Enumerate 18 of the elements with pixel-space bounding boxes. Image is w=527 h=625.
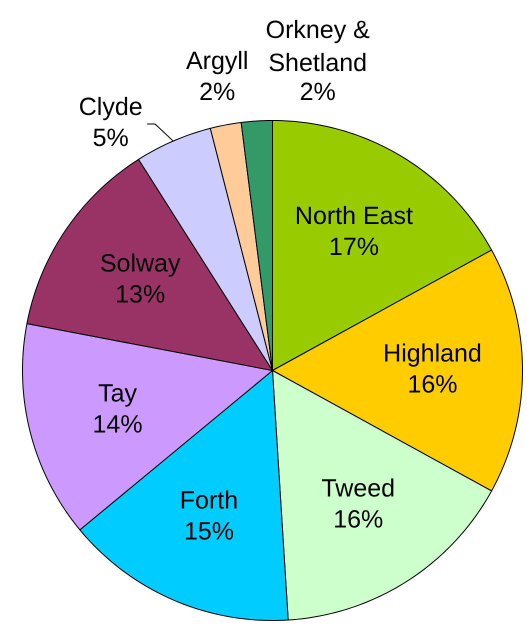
slice-label: Orkney & Shetland [266,16,370,78]
data-label: 16% [407,370,458,398]
data-label: 5% [92,124,129,152]
data-label: 2% [199,78,236,106]
slice-label: Tweed [321,474,396,503]
data-label: 16% [333,506,384,534]
slice-label: Clyde [78,92,143,121]
slice-label: Tay [98,379,138,408]
data-label: 13% [115,280,166,309]
slice-label: Forth [180,486,238,514]
slice-label: Argyll [186,47,248,76]
data-label: 15% [184,517,234,546]
data-label: 14% [92,410,143,438]
slice-label: North East [294,202,414,230]
data-label: 2% [300,78,336,106]
slice-label: Solway [100,250,181,278]
data-label: 17% [328,232,379,261]
slice-label: Highland [383,340,482,368]
